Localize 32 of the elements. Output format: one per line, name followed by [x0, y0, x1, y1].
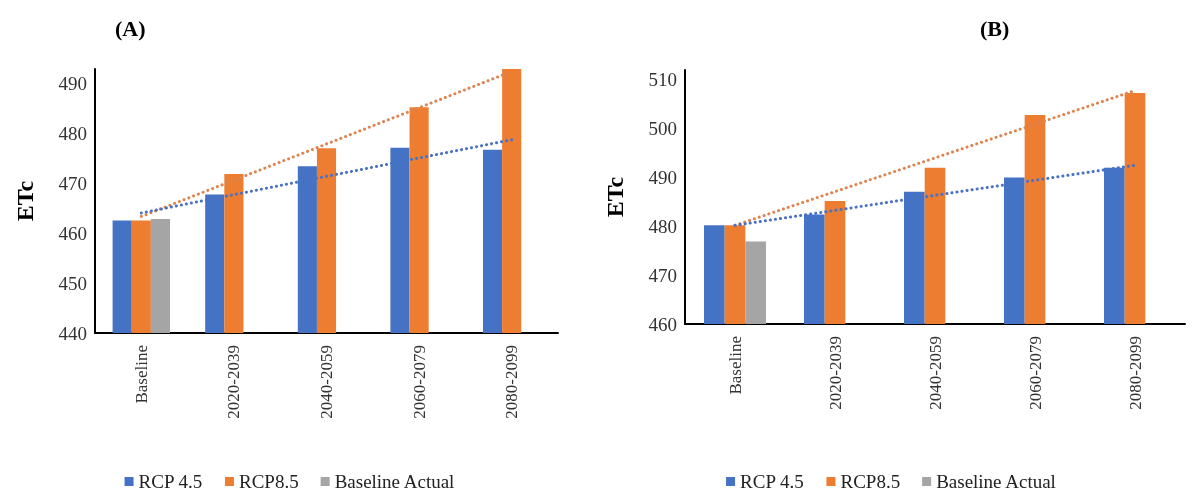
y-tick-label: 490	[58, 73, 87, 95]
y-tick-label: 480	[58, 123, 87, 145]
legend-label: RCP8.5	[840, 471, 901, 492]
y-axis-title: ETc	[602, 176, 628, 218]
y-tick-label: 490	[648, 166, 677, 188]
legend-label: Baseline Actual	[334, 471, 455, 492]
x-tick-label: 2020-2039	[224, 345, 244, 419]
x-tick-label: 2020-2039	[825, 336, 845, 410]
y-tick-label: 480	[648, 215, 677, 237]
y-axis-title: ETc	[12, 180, 38, 222]
y-tick-label: 500	[648, 118, 677, 140]
legend-label: RCP 4.5	[740, 471, 804, 492]
legend-label: Baseline Actual	[936, 471, 1056, 492]
y-tick-label: 470	[648, 264, 677, 286]
y-tick-label: 460	[58, 222, 87, 244]
legend-label: RCP8.5	[238, 471, 299, 492]
y-tick-label: 450	[58, 272, 87, 294]
x-tick-label: 2060-2079	[409, 345, 429, 419]
x-tick-label: 2080-2099	[502, 345, 522, 419]
y-tick-label: 460	[648, 313, 677, 335]
chart-title: (B)	[980, 15, 1010, 41]
x-tick-label: Baseline	[725, 336, 745, 395]
x-tick-label: 2060-2079	[1025, 336, 1045, 410]
y-tick-label: 470	[58, 173, 87, 195]
y-tick-label: 440	[58, 322, 87, 344]
chart-title: (A)	[115, 15, 146, 41]
x-tick-label: 2080-2099	[1125, 336, 1145, 410]
x-tick-label: Baseline	[131, 345, 151, 404]
y-tick-label: 510	[648, 69, 677, 91]
legend-label: RCP 4.5	[138, 471, 203, 492]
x-tick-label: 2040-2059	[925, 336, 945, 410]
x-tick-label: 2040-2059	[317, 345, 336, 419]
